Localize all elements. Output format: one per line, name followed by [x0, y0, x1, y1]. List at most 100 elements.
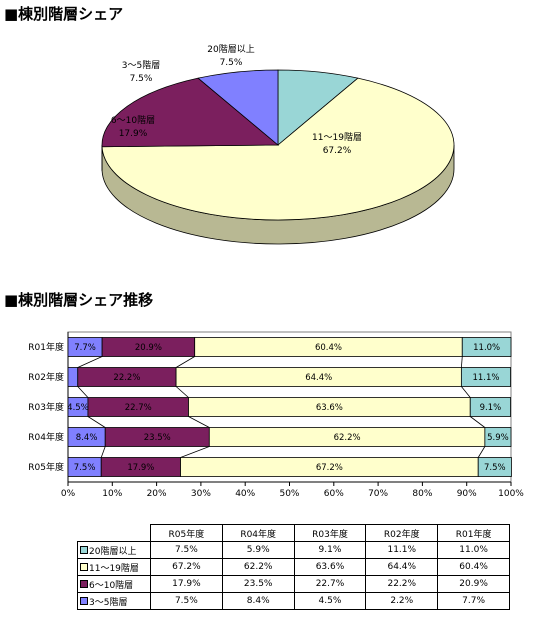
bar-segment-3-3: [484, 427, 512, 447]
pie-slice-2: [101, 77, 280, 148]
bar-data-label-3-1: 23.5%: [144, 433, 171, 443]
bar-segment-4-0: [67, 457, 102, 477]
x-tick-label-10: 100%: [498, 489, 524, 499]
bar-data-label-0-1: 20.9%: [135, 343, 162, 353]
bar-segment-1-2: [175, 367, 462, 387]
legend-label: 3～5階層: [89, 597, 128, 608]
table-cell-0-3: 11.1%: [365, 541, 439, 559]
table-row: 11～19階層 67.2% 62.2% 63.6% 64.4% 60.4%: [77, 558, 510, 576]
table-cell-1-4: 60.4%: [437, 558, 510, 576]
table-cell-2-2: 22.7%: [293, 575, 367, 593]
bar-data-label-3-3: 5.9%: [487, 433, 509, 443]
bar-segment-3-0: [67, 427, 106, 447]
series-line: [460, 356, 463, 368]
x-tick-label-9: 90%: [457, 489, 477, 499]
table-row-header-0: 20階層以上: [77, 541, 151, 559]
bar-data-label-2-0: 4.5%: [67, 403, 89, 413]
bar-chart-title: ■棟別階層シェア推移: [4, 291, 154, 309]
x-tick-label-3: 30%: [191, 489, 211, 499]
pie-label-value-2: 17.9%: [119, 129, 148, 139]
table-corner: [77, 524, 151, 542]
pie-label-name-2: 6～10階層: [111, 115, 155, 126]
bar-data-label-4-2: 67.2%: [316, 463, 343, 473]
x-tick-label-0: 0%: [61, 489, 76, 499]
table-cell-3-1: 8.4%: [221, 592, 295, 610]
bar-segment-4-2: [180, 457, 479, 477]
bar-data-label-1-2: 64.4%: [305, 373, 332, 383]
table-cell-0-1: 5.9%: [221, 541, 295, 559]
table-cell-1-1: 62.2%: [221, 558, 295, 576]
bar-data-label-0-3: 11.0%: [473, 343, 500, 353]
bar-segment-0-1: [101, 337, 196, 357]
table-col-header-0: R05年度: [150, 524, 223, 542]
table-cell-2-4: 20.9%: [437, 575, 510, 593]
series-line: [477, 446, 486, 458]
bar-data-label-2-1: 22.7%: [125, 403, 152, 413]
table-row: 6～10階層 17.9% 23.5% 22.7% 22.2% 20.9%: [77, 575, 510, 593]
bar-data-label-1-3: 11.1%: [472, 373, 499, 383]
bar-segment-2-2: [188, 397, 471, 417]
pie-label-name-0: 20階層以上: [207, 44, 254, 55]
series-line: [461, 386, 471, 398]
table-row: 3～5階層 7.5% 8.4% 4.5% 2.2% 7.7%: [77, 592, 510, 610]
series-line: [100, 446, 106, 458]
bar-data-label-4-1: 17.9%: [127, 463, 154, 473]
bar-segment-2-3: [469, 397, 511, 417]
pie-label-value-0: 7.5%: [220, 58, 243, 68]
pie-label-name-3: 3～5階層: [122, 60, 160, 71]
legend-swatch-icon: [80, 579, 88, 588]
table-cell-1-2: 63.6%: [293, 558, 367, 576]
pie-chart: 20階層以上 7.5% 11～19階層 67.2% 6～10階層 17.9% 3～5階層 7.…: [101, 44, 455, 245]
table-cell-0-4: 11.0%: [437, 541, 510, 559]
table-cell-0-2: 9.1%: [293, 541, 367, 559]
plot-area: [67, 331, 512, 483]
table-row-header-1: 11～19階層: [77, 558, 151, 576]
bar-segment-2-0: [67, 397, 89, 417]
bar-data-label-4-0: 7.5%: [74, 463, 96, 473]
table-row-header-3: 3～5階層: [77, 592, 151, 610]
series-line: [175, 356, 195, 368]
pie-chart-title: ■棟別階層シェア: [4, 5, 124, 23]
bar-data-label-3-2: 62.2%: [334, 433, 361, 443]
x-tick-label-2: 20%: [147, 489, 167, 499]
bar-segment-4-1: [100, 457, 181, 477]
bar-segment-1-3: [460, 367, 511, 387]
legend-label: 6～10階層: [89, 580, 134, 591]
table-cell-0-0: 7.5%: [150, 541, 223, 559]
table-col-header-4: R01年度: [437, 524, 510, 542]
table-col-header-3: R02年度: [365, 524, 439, 542]
x-tick-label-6: 60%: [324, 489, 344, 499]
bar-data-label-0-0: 7.7%: [74, 343, 96, 353]
table-cell-2-0: 17.9%: [150, 575, 223, 593]
series-line: [175, 386, 189, 398]
table-row: 20階層以上 7.5% 5.9% 9.1% 11.1% 11.0%: [77, 541, 510, 559]
x-tick-label-4: 40%: [235, 489, 255, 499]
series-line: [188, 416, 210, 428]
data-table: R05年度 R04年度 R03年度 R02年度 R01年度 20階層以上 7.5% 5.9% 9…: [77, 524, 510, 610]
table-cell-3-2: 4.5%: [293, 592, 367, 610]
x-tick-label-1: 10%: [102, 489, 122, 499]
bar-segment-0-0: [67, 337, 103, 357]
category-label-1: R02年度: [28, 371, 64, 383]
bar-segment-2-1: [87, 397, 189, 417]
bar-segment-3-2: [208, 427, 486, 447]
table-col-header-2: R03年度: [293, 524, 367, 542]
bar-segment-1-1: [77, 367, 177, 387]
pie-slice-3: [197, 69, 279, 146]
table-cell-3-0: 7.5%: [150, 592, 223, 610]
series-line: [470, 416, 486, 428]
category-label-0: R01年度: [28, 341, 64, 353]
table-cell-1-3: 64.4%: [365, 558, 439, 576]
x-tick-label-8: 80%: [412, 489, 432, 499]
pie-label-value-1: 67.2%: [323, 146, 352, 156]
bar-segment-1-0: [67, 367, 79, 387]
category-label-4: R05年度: [28, 461, 64, 473]
legend-swatch-icon: [80, 562, 88, 571]
series-line: [87, 416, 106, 428]
bar-segment-0-2: [194, 337, 463, 357]
bar-data-label-2-3: 9.1%: [480, 403, 502, 413]
bar-segment-4-3: [477, 457, 512, 477]
table-cell-3-3: 2.2%: [365, 592, 439, 610]
table-cell-1-0: 67.2%: [150, 558, 223, 576]
bar-data-label-4-3: 7.5%: [484, 463, 506, 473]
